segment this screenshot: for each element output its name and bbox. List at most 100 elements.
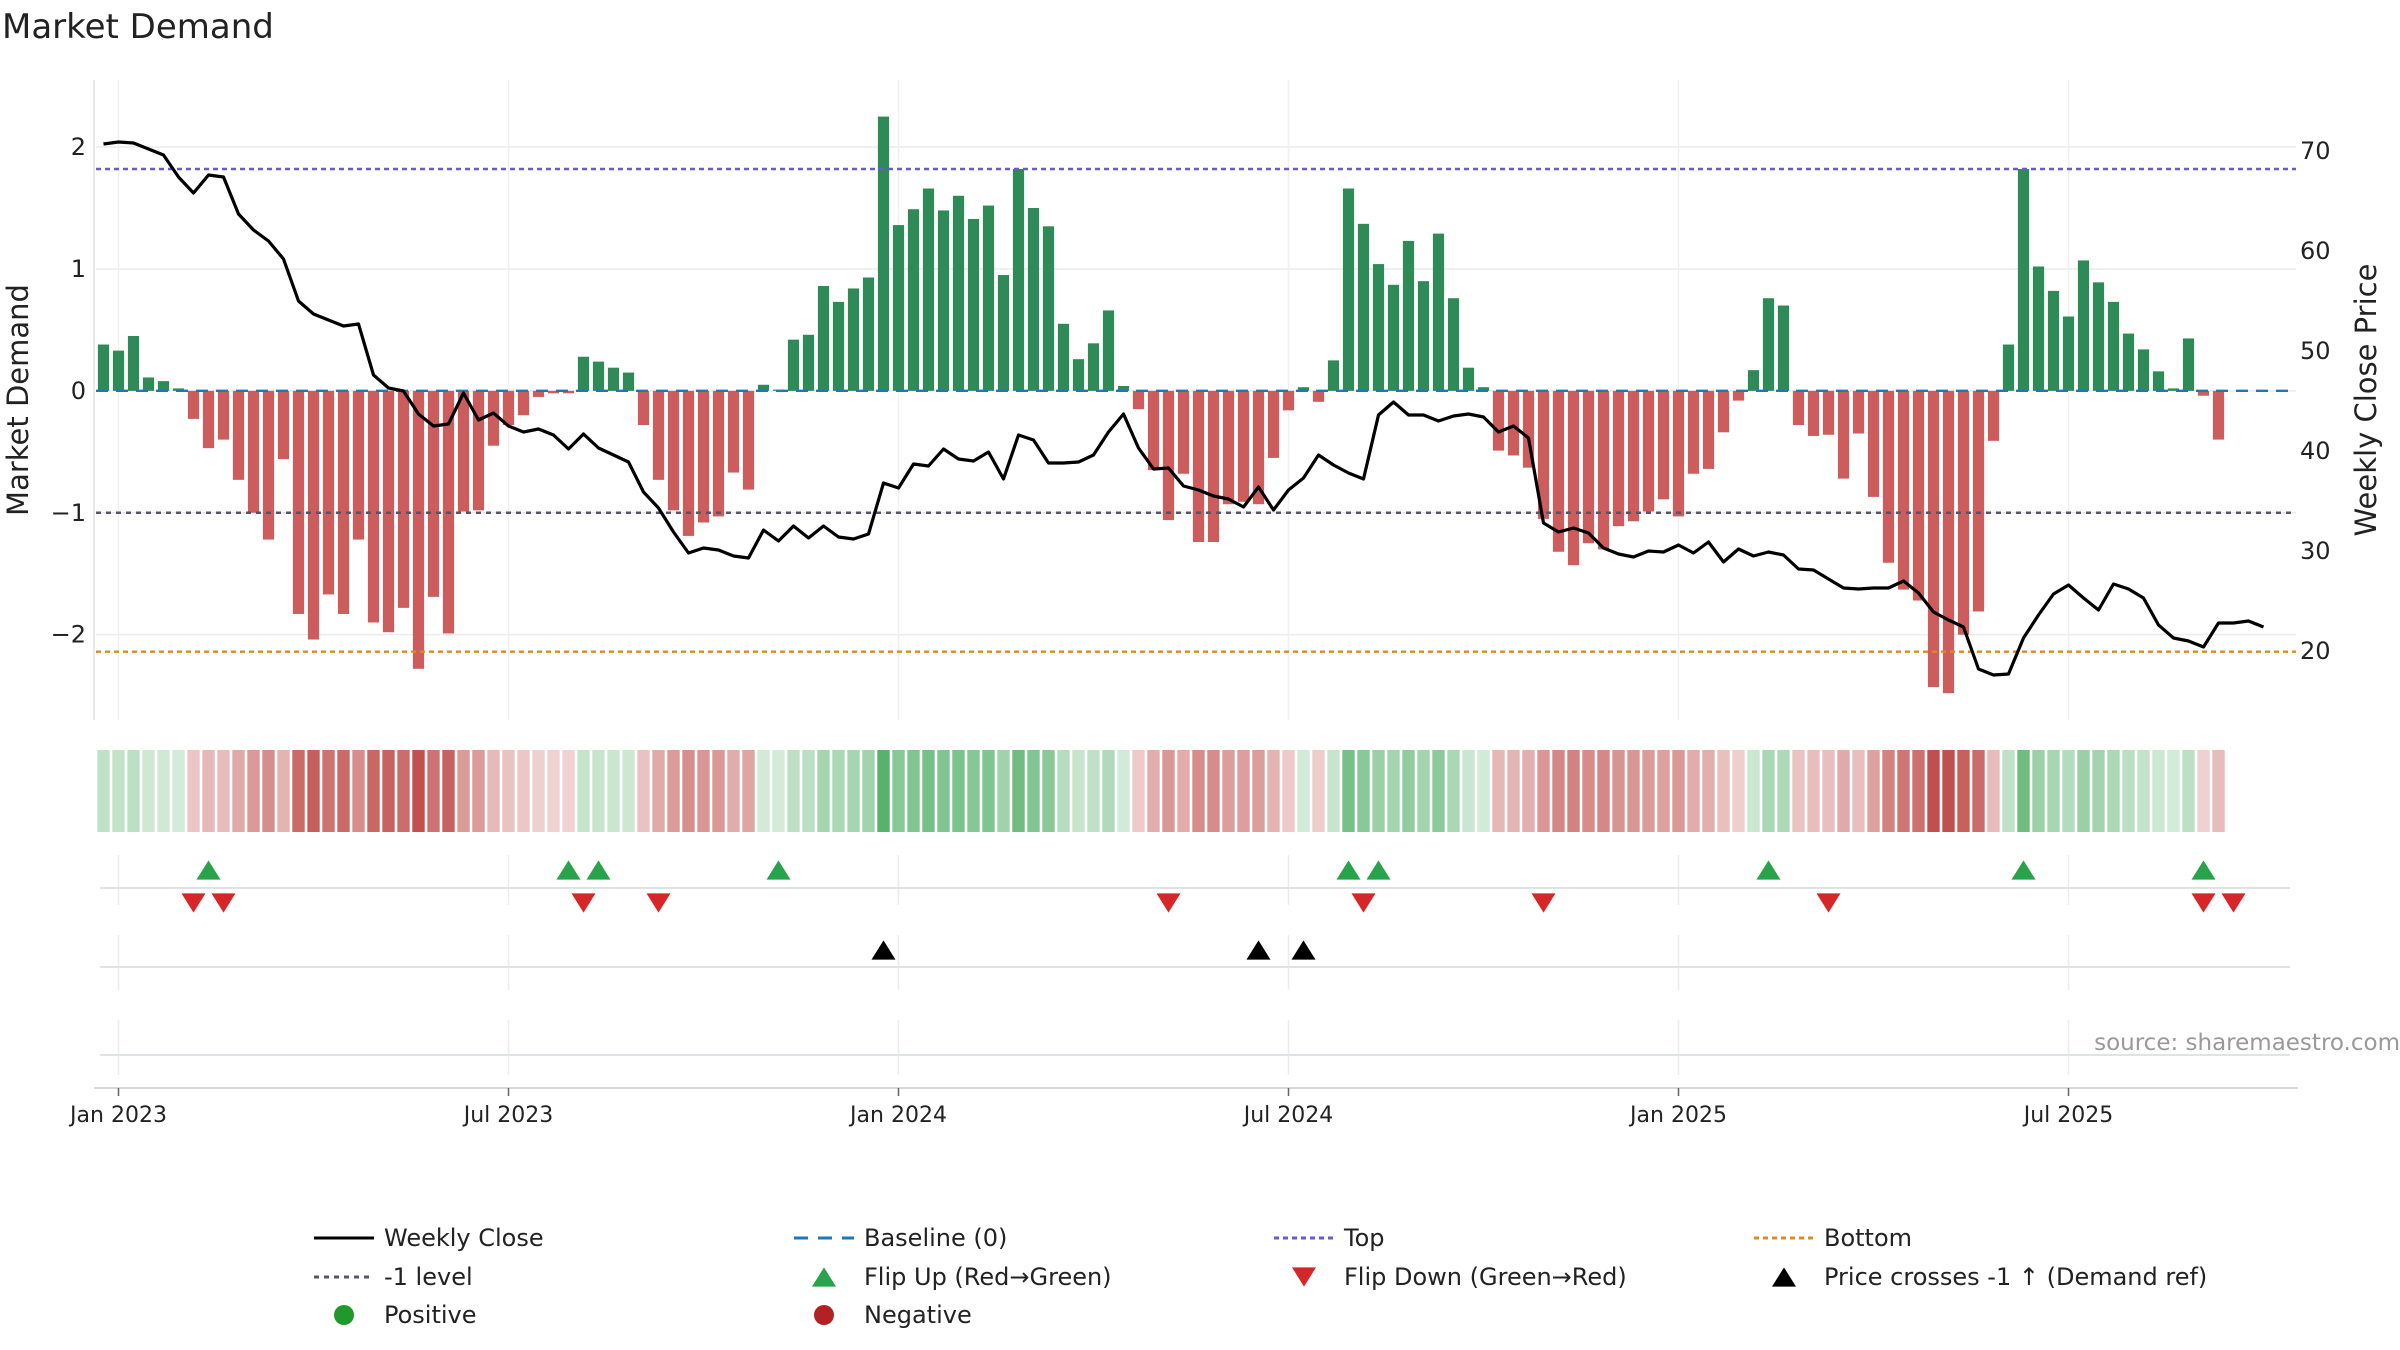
negative-demand-bar	[247, 390, 260, 513]
right-y-tick-label: 70	[2300, 137, 2331, 165]
positive-demand-bar	[172, 388, 185, 391]
negative-heat-cell	[1927, 750, 1940, 832]
negative-demand-bar	[397, 390, 410, 608]
positive-heat-cell	[817, 750, 830, 832]
negative-heat-cell	[1732, 750, 1745, 832]
negative-demand-bar	[1987, 390, 2000, 441]
negative-demand-bar	[1627, 390, 1640, 522]
positive-heat-cell	[1417, 750, 1430, 832]
positive-heat-cell	[2152, 750, 2165, 832]
left-y-tick-label: −1	[51, 499, 86, 527]
negative-demand-bar	[1927, 390, 1940, 688]
negative-heat-cell	[1582, 750, 1595, 832]
positive-heat-cell	[1357, 750, 1370, 832]
positive-demand-bar	[2002, 344, 2015, 391]
negative-heat-cell	[1267, 750, 1280, 832]
negative-heat-cell	[202, 750, 215, 832]
axes: 2 1 0 −1 −2 70 60 50 40 30 20 Market Demand Weekly C…	[1, 80, 2383, 720]
negative-demand-bar	[517, 390, 530, 416]
positive-demand-bar	[832, 301, 845, 391]
right-y-tick-label: 40	[2300, 437, 2331, 465]
positive-demand-bar	[2107, 301, 2120, 391]
positive-demand-bar	[127, 336, 140, 391]
flip-up-marker	[2191, 860, 2216, 880]
x-tick-label: Jul 2025	[2022, 1103, 2114, 1128]
flip-down-marker	[2191, 893, 2216, 913]
negative-demand-bar	[352, 390, 365, 540]
price-cross-marker	[1291, 940, 1316, 960]
positive-demand-bar	[1417, 281, 1430, 391]
positive-heat-cell	[2002, 750, 2015, 832]
positive-demand-bar	[2062, 316, 2075, 391]
flip-up-marker	[1366, 860, 1391, 880]
negative-heat-cell	[412, 750, 425, 832]
negative-demand-bar	[1522, 390, 1535, 468]
negative-heat-cell	[1687, 750, 1700, 832]
positive-heat-cell	[2167, 750, 2180, 832]
negative-heat-cell	[1237, 750, 1250, 832]
positive-heat-cell	[2137, 750, 2150, 832]
positive-demand-bar	[1072, 359, 1085, 391]
negative-heat-cell	[1987, 750, 2000, 832]
legend-label: Positive	[384, 1301, 477, 1329]
negative-heat-cell	[1972, 750, 1985, 832]
positive-heat-cell	[1462, 750, 1475, 832]
negative-demand-bar	[697, 390, 710, 523]
negative-heat-cell	[1597, 750, 1610, 832]
right-y-tick-label: 60	[2300, 237, 2331, 265]
flip-down-marker	[571, 893, 596, 913]
negative-demand-bar	[337, 390, 350, 614]
positive-heat-cell	[607, 750, 620, 832]
negative-demand-bar	[1207, 390, 1220, 543]
positive-heat-cell	[1747, 750, 1760, 832]
positive-demand-bar	[1087, 343, 1100, 391]
negative-heat-cell	[232, 750, 245, 832]
legend-item-minus-one: -1 level	[314, 1263, 473, 1291]
negative-demand-bar	[682, 390, 695, 536]
flip-down-marker	[1816, 893, 1841, 913]
negative-demand-bar	[1567, 390, 1580, 566]
negative-heat-cell	[1522, 750, 1535, 832]
positive-demand-bar	[1102, 310, 1115, 391]
positive-demand-bar	[157, 381, 170, 391]
negative-demand-bar	[532, 390, 545, 397]
positive-heat-cell	[127, 750, 140, 832]
positive-heat-cell	[997, 750, 1010, 832]
positive-heat-cell	[2107, 750, 2120, 832]
negative-demand-bar	[742, 390, 755, 490]
negative-demand-bar	[1687, 390, 1700, 474]
positive-demand-bar	[112, 350, 125, 391]
negative-demand-bar	[1867, 390, 1880, 497]
negative-heat-cell	[517, 750, 530, 832]
positive-demand-bar	[2017, 168, 2030, 391]
negative-demand-bar	[1282, 390, 1295, 411]
negative-demand-bar	[1267, 390, 1280, 458]
positive-demand-bar	[1327, 360, 1340, 391]
negative-heat-cell	[442, 750, 455, 832]
negative-heat-cell	[1957, 750, 1970, 832]
positive-heat-cell	[1477, 750, 1490, 832]
negative-heat-cell	[562, 750, 575, 832]
left-y-tick-label: 2	[71, 133, 86, 161]
negative-heat-cell	[1882, 750, 1895, 832]
positive-heat-cell	[1027, 750, 1040, 832]
positive-demand-bar	[1762, 298, 1775, 391]
positive-heat-cell	[772, 750, 785, 832]
negative-demand-bar	[1957, 390, 1970, 635]
positive-heat-cell	[142, 750, 155, 832]
negative-demand-bar	[1162, 390, 1175, 521]
flip-up-marker	[196, 860, 221, 880]
positive-heat-cell	[967, 750, 980, 832]
negative-demand-bar	[1222, 390, 1235, 505]
negative-heat-cell	[352, 750, 365, 832]
negative-demand-bar	[472, 390, 485, 511]
legend-swatch	[812, 1267, 836, 1287]
positive-heat-cell	[1342, 750, 1355, 832]
positive-heat-cell	[1012, 750, 1025, 832]
legend-label: Weekly Close	[384, 1224, 544, 1252]
price-cross-marker	[1246, 940, 1271, 960]
negative-demand-bar	[1657, 390, 1670, 500]
x-tick-label: Jul 2024	[1242, 1103, 1334, 1128]
positive-demand-bar	[1117, 385, 1130, 391]
positive-heat-cell	[787, 750, 800, 832]
